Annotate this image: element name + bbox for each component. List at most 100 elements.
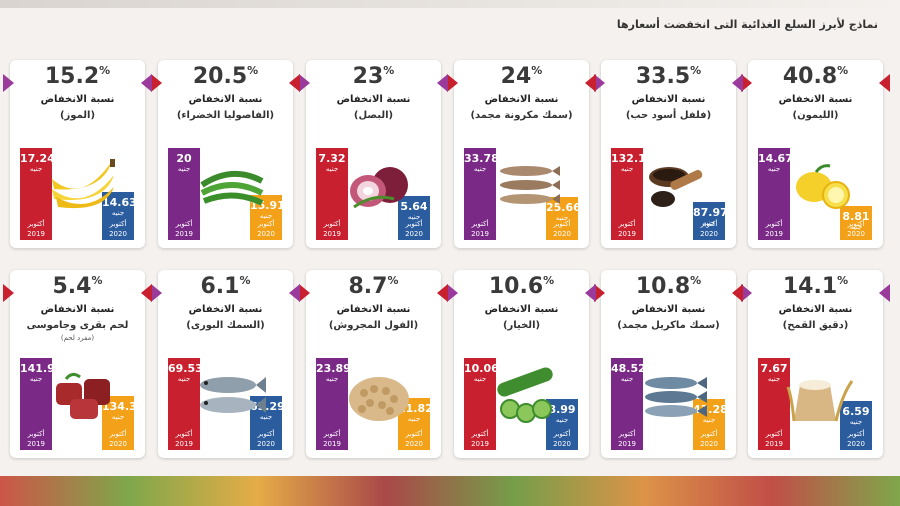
bar-2020: 134.32 جنيه أكتوبر 2020	[102, 396, 145, 450]
left-triangle-marker	[447, 74, 458, 92]
currency-label: جنيه	[407, 213, 421, 221]
percent-symbol: %	[690, 274, 702, 287]
percentage-value: 8.7	[348, 274, 388, 299]
month-label: أكتوبر	[553, 220, 571, 228]
price-2019: 23.89	[316, 362, 351, 375]
bar-2019: 23.89 جنيه أكتوبر 2019	[316, 358, 351, 450]
currency-label: جنيه	[473, 165, 487, 173]
price-2020: 134.32	[102, 400, 145, 413]
currency-label: جنيه	[29, 165, 43, 173]
month-label: أكتوبر	[618, 220, 636, 228]
product-name: (الخيار)	[502, 320, 541, 331]
product-card: 15.2% نسبة الانخفاض (الموز) 17.24 جنيه أ…	[3, 60, 152, 248]
month-label: أكتوبر	[27, 430, 45, 438]
bar-2019: 48.52 جنيه أكتوبر 2019	[611, 358, 646, 450]
right-triangle-marker	[732, 74, 743, 92]
decrease-label: نسبة الانخفاض	[484, 304, 559, 315]
currency-label: جنيه	[849, 418, 863, 426]
decrease-label: نسبة الانخفاض	[188, 94, 263, 105]
bar-2019: 7.67 جنيه أكتوبر 2019	[758, 358, 790, 450]
year-label: 2020	[553, 230, 571, 238]
month-label: أكتوبر	[405, 220, 423, 228]
product-card: 20.5% نسبة الانخفاض (الفاصوليا الخضراء) …	[151, 60, 300, 248]
currency-label: جنيه	[702, 416, 716, 424]
banana-icon	[52, 159, 115, 209]
bar-2020: 8.81 جنيه أكتوبر 2020	[840, 206, 872, 240]
currency-label: جنيه	[849, 223, 863, 231]
currency-label: جنيه	[259, 413, 273, 421]
product-name: (دقيق القمح)	[782, 320, 849, 331]
percentage-value: 6.1	[200, 274, 240, 299]
month-label: أكتوبر	[175, 220, 193, 228]
year-label: 2020	[109, 440, 127, 448]
percent-symbol: %	[837, 274, 849, 287]
price-2020: 8.99	[548, 403, 576, 416]
decrease-percentage: 23%	[306, 64, 441, 89]
beans-icon	[349, 377, 409, 421]
bar-2019: 7.32 جنيه أكتوبر 2019	[316, 148, 348, 240]
left-triangle-marker	[741, 74, 752, 92]
percentage-value: 20.5	[192, 64, 248, 89]
decrease-label: نسبة الانخفاض	[336, 304, 411, 315]
currency-label: جنيه	[555, 416, 569, 424]
percent-symbol: %	[247, 64, 259, 77]
decrease-percentage: 8.7%	[306, 274, 441, 299]
left-triangle-marker	[299, 74, 310, 92]
decrease-percentage: 15.2%	[10, 64, 145, 89]
year-label: 2019	[471, 440, 489, 448]
year-label: 2020	[109, 230, 127, 238]
year-label: 2019	[471, 230, 489, 238]
product-name: (الليمون)	[792, 110, 839, 121]
month-label: أكتوبر	[700, 430, 718, 438]
percentage-value: 10.8	[635, 274, 691, 299]
year-label: 2020	[405, 230, 423, 238]
product-name: (البصل)	[353, 110, 394, 121]
price-2019: 10.06	[464, 362, 499, 375]
bar-2019: 132.19 جنيه أكتوبر 2019	[611, 148, 653, 240]
price-2020: 14.63	[102, 196, 137, 209]
page-heading: نماذج لأبرز السلع الغذائية التى انخفضت أ…	[616, 18, 878, 31]
price-2019: 33.78	[464, 152, 499, 165]
bar-2019: 17.24 جنيه أكتوبر 2019	[20, 148, 55, 240]
bar-2020: 65.29 جنيه أكتوبر 2020	[250, 396, 285, 450]
percentage-value: 40.8	[782, 64, 838, 89]
currency-label: جنيه	[325, 165, 339, 173]
percentage-value: 33.5	[635, 64, 691, 89]
left-triangle-marker	[447, 284, 458, 302]
product-name: (الفاصوليا الخضراء)	[176, 110, 275, 121]
month-label: أكتوبر	[847, 430, 865, 438]
decrease-percentage: 33.5%	[601, 64, 736, 89]
year-label: 2019	[175, 440, 193, 448]
month-label: أكتوبر	[323, 220, 341, 228]
bar-2020: 87.97 جنيه أكتوبر 2020	[693, 202, 728, 240]
decrease-percentage: 5.4%	[10, 274, 145, 299]
year-label: 2020	[257, 230, 275, 238]
black-pepper-icon	[649, 167, 703, 207]
currency-label: جنيه	[29, 375, 43, 383]
product-card: 14.1% نسبة الانخفاض (دقيق القمح) 7.67 جن…	[741, 270, 890, 458]
green-beans-icon	[200, 170, 264, 206]
decrease-label: نسبة الانخفاض	[336, 94, 411, 105]
currency-label: جنيه	[111, 209, 125, 217]
year-label: 2019	[765, 440, 783, 448]
product-card: 5.4% نسبة الانخفاض لحم بقرى وجاموسى (مفر…	[3, 270, 152, 458]
percentage-value: 15.2	[44, 64, 100, 89]
month-label: أكتوبر	[765, 430, 783, 438]
percent-symbol: %	[543, 274, 555, 287]
price-2020: 5.64	[400, 200, 428, 213]
decrease-label: نسبة الانخفاض	[40, 94, 115, 105]
price-2019: 7.67	[760, 362, 788, 375]
product-card: 33.5% نسبة الانخفاض (فلفل أسود حب) 132.1…	[594, 60, 743, 248]
left-triangle-marker	[151, 284, 162, 302]
decrease-percentage: 6.1%	[158, 274, 293, 299]
product-name: (فلفل أسود حب)	[625, 110, 712, 121]
year-label: 2019	[27, 440, 45, 448]
price-2020: 25.66	[546, 201, 581, 214]
month-label: أكتوبر	[257, 430, 275, 438]
decrease-percentage: 40.8%	[748, 64, 883, 89]
month-label: أكتوبر	[471, 220, 489, 228]
year-label: 2020	[847, 440, 865, 448]
price-2019: 7.32	[318, 152, 346, 165]
right-triangle-marker	[879, 284, 890, 302]
left-triangle-marker	[3, 284, 14, 302]
